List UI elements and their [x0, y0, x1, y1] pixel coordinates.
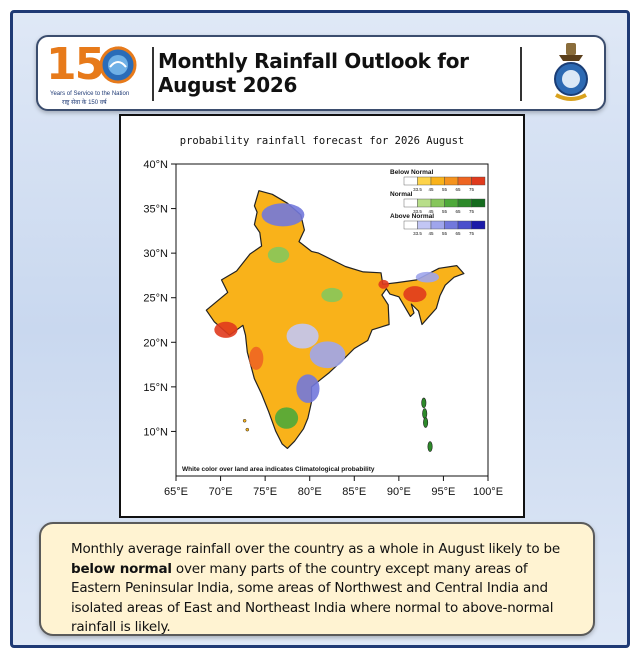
summary-box: Monthly average rainfall over the countr…	[39, 522, 595, 636]
header-divider-left	[152, 47, 154, 101]
legend-swatch	[430, 220, 445, 230]
x-tick-label: 95°E	[431, 486, 455, 498]
andaman-nicobar-island	[422, 408, 428, 419]
legend-swatch	[403, 198, 418, 208]
legend-label: Below Normal	[390, 169, 434, 176]
legend-tick: 33.5	[413, 231, 422, 236]
legend-swatch	[471, 220, 486, 230]
summary-part2: over many parts of the country except ma…	[71, 560, 554, 636]
below-normal-saurashtra	[214, 321, 238, 338]
forecast-map-svg: probability rainfall forecast for 2026 A…	[143, 135, 503, 498]
lakshadweep-island	[242, 418, 247, 423]
imd-emblem-icon	[546, 41, 596, 105]
legend-swatch	[457, 198, 472, 208]
legend-tick: 75	[469, 187, 475, 192]
normal-northwest	[267, 246, 290, 263]
normal-up	[321, 287, 343, 303]
legend-tick: 33.5	[413, 187, 422, 192]
legend-tick: 75	[469, 231, 475, 236]
legend-tick: 65	[455, 231, 461, 236]
x-tick-label: 80°E	[298, 486, 322, 498]
legend-swatch	[471, 198, 486, 208]
legend-swatch	[444, 198, 459, 208]
above-normal-central	[286, 323, 319, 349]
x-tick-label: 70°E	[209, 486, 233, 498]
andaman-nicobar-island	[421, 397, 427, 409]
andaman-nicobar-island	[423, 417, 429, 428]
below-normal-meghalaya	[403, 286, 427, 303]
legend-tick: 55	[442, 209, 448, 214]
lakshadweep-island	[245, 427, 250, 432]
legend-tick: 33.5	[413, 209, 422, 214]
legend-tick: 45	[428, 187, 434, 192]
legend-tick: 55	[442, 231, 448, 236]
below-normal-konkan	[249, 346, 264, 370]
legend-swatch	[444, 176, 459, 186]
y-tick-label: 15°N	[143, 382, 168, 394]
climatology-note: White color over land area indicates Cli…	[182, 466, 375, 473]
legend-swatch	[417, 220, 432, 230]
y-tick-label: 40°N	[143, 159, 168, 171]
legend-tick: 45	[428, 231, 434, 236]
y-tick-label: 25°N	[143, 293, 168, 305]
y-tick-label: 10°N	[143, 426, 168, 438]
legend-tick: 75	[469, 209, 475, 214]
legend-tick: 45	[428, 209, 434, 214]
y-tick-label: 30°N	[143, 248, 168, 260]
legend-tick: 65	[455, 209, 461, 214]
y-tick-label: 35°N	[143, 204, 168, 216]
y-tick-label: 20°N	[143, 337, 168, 349]
summary-part1: Monthly average rainfall over the countr…	[71, 541, 561, 557]
legend-swatch	[430, 198, 445, 208]
globe-icon	[99, 46, 137, 84]
header-banner: 150 Years of Service to the Nation राष्ट…	[36, 35, 606, 111]
above-normal-eastern-peninsula	[309, 341, 346, 369]
anniversary-logo: 150 Years of Service to the Nation राष्ट…	[46, 39, 142, 106]
legend-swatch	[444, 220, 459, 230]
logo-tagline: Years of Service to the Nation	[50, 91, 130, 97]
summary-bold: below normal	[71, 560, 172, 577]
legend-label: Above Normal	[390, 213, 434, 220]
header-divider-right	[520, 47, 522, 101]
logo-tagline-hindi: राष्ट्र सेवा के 150 वर्ष	[62, 100, 107, 106]
legend-swatch	[471, 176, 486, 186]
above-normal-south-east	[296, 374, 320, 403]
x-tick-label: 65°E	[164, 486, 188, 498]
below-normal-sikkim	[378, 279, 390, 289]
andaman-nicobar-island	[427, 441, 433, 452]
summary-text: Monthly average rainfall over the countr…	[71, 540, 571, 638]
legend-swatch	[457, 220, 472, 230]
normal-south	[274, 407, 299, 429]
forecast-map: probability rainfall forecast for 2026 A…	[119, 114, 525, 518]
map-title: probability rainfall forecast for 2026 A…	[180, 135, 464, 147]
x-tick-label: 90°E	[387, 486, 411, 498]
above-normal-ladakh	[261, 203, 305, 227]
above-normal-northeast	[415, 271, 439, 283]
legend-swatch	[403, 220, 418, 230]
x-tick-label: 100°E	[473, 486, 503, 498]
legend-tick: 55	[442, 187, 448, 192]
x-tick-label: 85°E	[342, 486, 366, 498]
legend-swatch	[403, 176, 418, 186]
x-tick-label: 75°E	[253, 486, 277, 498]
legend-tick: 65	[455, 187, 461, 192]
legend-swatch	[417, 176, 432, 186]
legend-swatch	[417, 198, 432, 208]
legend-swatch	[457, 176, 472, 186]
page-title: Monthly Rainfall Outlook for August 2026	[158, 49, 469, 97]
legend-swatch	[430, 176, 445, 186]
legend-label: Normal	[390, 191, 413, 198]
